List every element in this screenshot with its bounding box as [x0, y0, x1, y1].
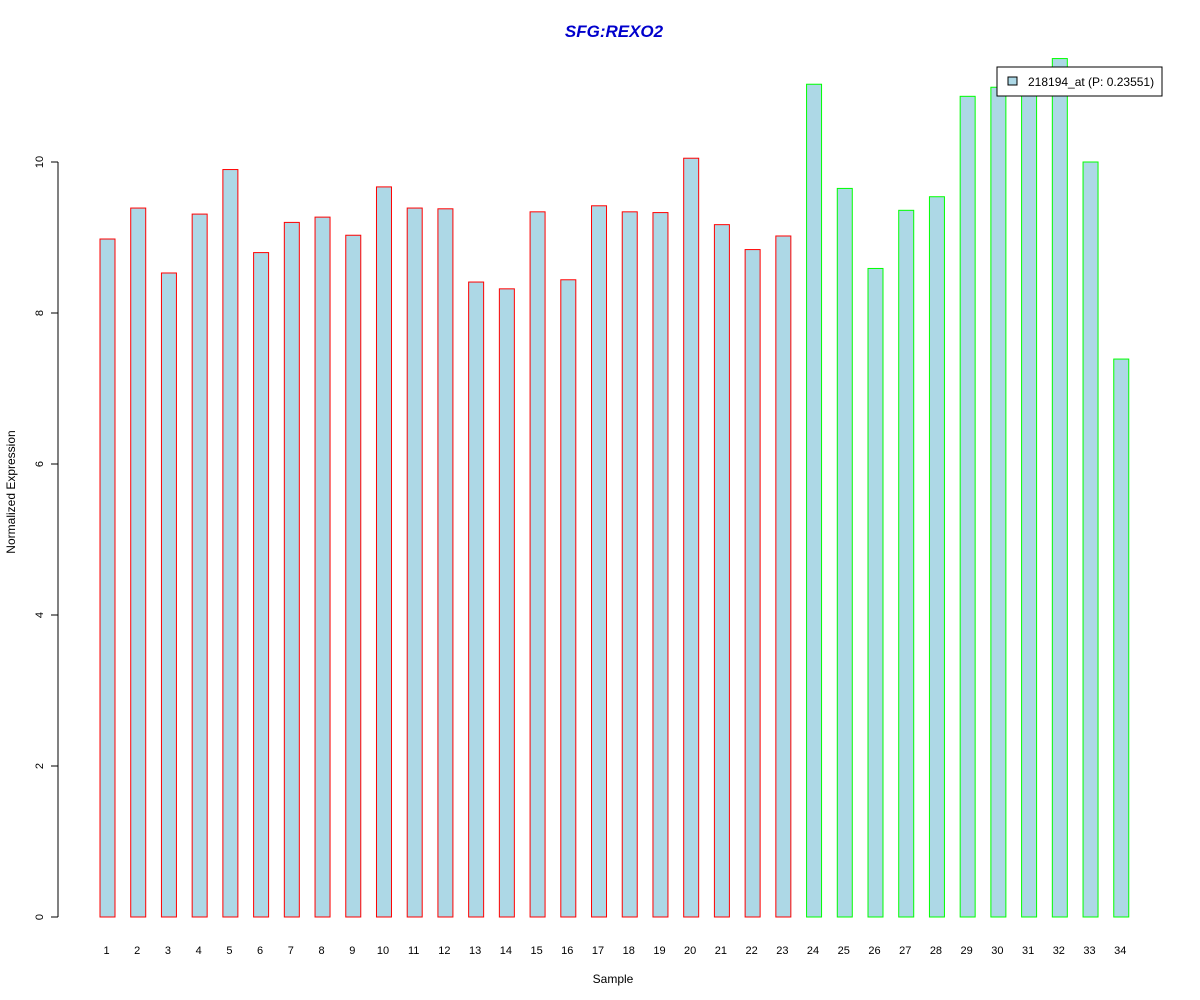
x-tick-label: 34	[1114, 945, 1126, 957]
y-axis-label: Normalized Expression	[4, 430, 18, 553]
bar	[375, 186, 392, 918]
chart-title: SFG:REXO2	[565, 22, 664, 41]
bar	[1051, 58, 1068, 918]
x-tick-label: 31	[1022, 945, 1034, 957]
legend-label: 218194_at (P: 0.23551)	[1028, 75, 1154, 89]
x-tick-label: 14	[500, 945, 512, 957]
bar	[836, 187, 853, 918]
x-tick-label: 4	[196, 945, 202, 957]
bar	[191, 213, 208, 918]
x-tick-label: 17	[592, 945, 604, 957]
bar	[222, 169, 239, 918]
x-tick-label: 12	[438, 945, 450, 957]
y-tick-label: 6	[34, 461, 46, 467]
y-tick-label: 0	[34, 914, 46, 920]
x-tick-labels: 1 2 3 4 5 6 7 8 9 10 11 12 13 14 15 16 17 18 19 20 21 22 23 24 2…	[103, 945, 1126, 957]
legend-swatch	[1007, 76, 1018, 86]
bar	[560, 279, 577, 918]
x-tick-label: 20	[684, 945, 696, 957]
bar	[713, 224, 730, 918]
x-tick-label: 6	[257, 945, 263, 957]
y-tick-label: 4	[34, 612, 46, 618]
y-axis: 0 2 4 6 8 10	[34, 156, 59, 920]
x-tick-label: 16	[561, 945, 573, 957]
x-tick-label: 9	[349, 945, 355, 957]
x-tick-label: 19	[653, 945, 665, 957]
x-tick-label: 27	[899, 945, 911, 957]
bar	[406, 207, 423, 918]
bar	[314, 216, 331, 918]
x-tick-label: 18	[623, 945, 635, 957]
x-tick-label: 29	[961, 945, 973, 957]
legend: 218194_at (P: 0.23551)	[996, 66, 1163, 97]
bar	[1021, 84, 1038, 918]
x-tick-label: 32	[1053, 945, 1065, 957]
bar	[621, 211, 638, 918]
x-tick-label: 13	[469, 945, 481, 957]
x-tick-label: 25	[838, 945, 850, 957]
bar	[1113, 358, 1130, 918]
x-axis-label: Sample	[593, 972, 634, 986]
bar	[990, 86, 1007, 918]
x-tick-label: 22	[745, 945, 757, 957]
bar	[775, 235, 792, 918]
bar	[160, 272, 177, 918]
x-tick-label: 30	[991, 945, 1003, 957]
x-tick-label: 24	[807, 945, 819, 957]
bar	[867, 267, 884, 918]
x-tick-label: 10	[377, 945, 389, 957]
bar	[498, 288, 515, 918]
x-tick-label: 2	[134, 945, 140, 957]
y-tick-label: 8	[34, 310, 46, 316]
x-tick-label: 8	[318, 945, 324, 957]
bar	[806, 83, 823, 918]
bar	[130, 207, 147, 918]
bar	[591, 205, 608, 918]
y-tick-label: 2	[34, 763, 46, 769]
bar	[928, 196, 945, 918]
x-tick-label: 33	[1083, 945, 1095, 957]
x-tick-label: 21	[715, 945, 727, 957]
bar	[652, 212, 669, 918]
x-tick-label: 26	[868, 945, 880, 957]
bars	[99, 58, 1130, 918]
x-tick-label: 28	[930, 945, 942, 957]
bar	[744, 249, 761, 918]
bar	[959, 95, 976, 918]
x-tick-label: 23	[776, 945, 788, 957]
y-tick-label: 10	[34, 156, 46, 168]
x-tick-label: 7	[288, 945, 294, 957]
bar	[437, 208, 454, 918]
bar	[345, 234, 362, 918]
bar	[683, 157, 700, 918]
x-tick-label: 15	[530, 945, 542, 957]
x-tick-label: 1	[103, 945, 109, 957]
bar	[1082, 161, 1099, 918]
legend-box	[996, 66, 1163, 97]
x-tick-label: 5	[226, 945, 232, 957]
bar	[253, 252, 270, 918]
bar	[468, 281, 485, 918]
bar	[898, 209, 915, 918]
bar	[529, 211, 546, 918]
x-tick-label: 3	[165, 945, 171, 957]
x-tick-label: 11	[408, 945, 419, 957]
bar	[283, 221, 300, 918]
bar	[99, 238, 116, 918]
